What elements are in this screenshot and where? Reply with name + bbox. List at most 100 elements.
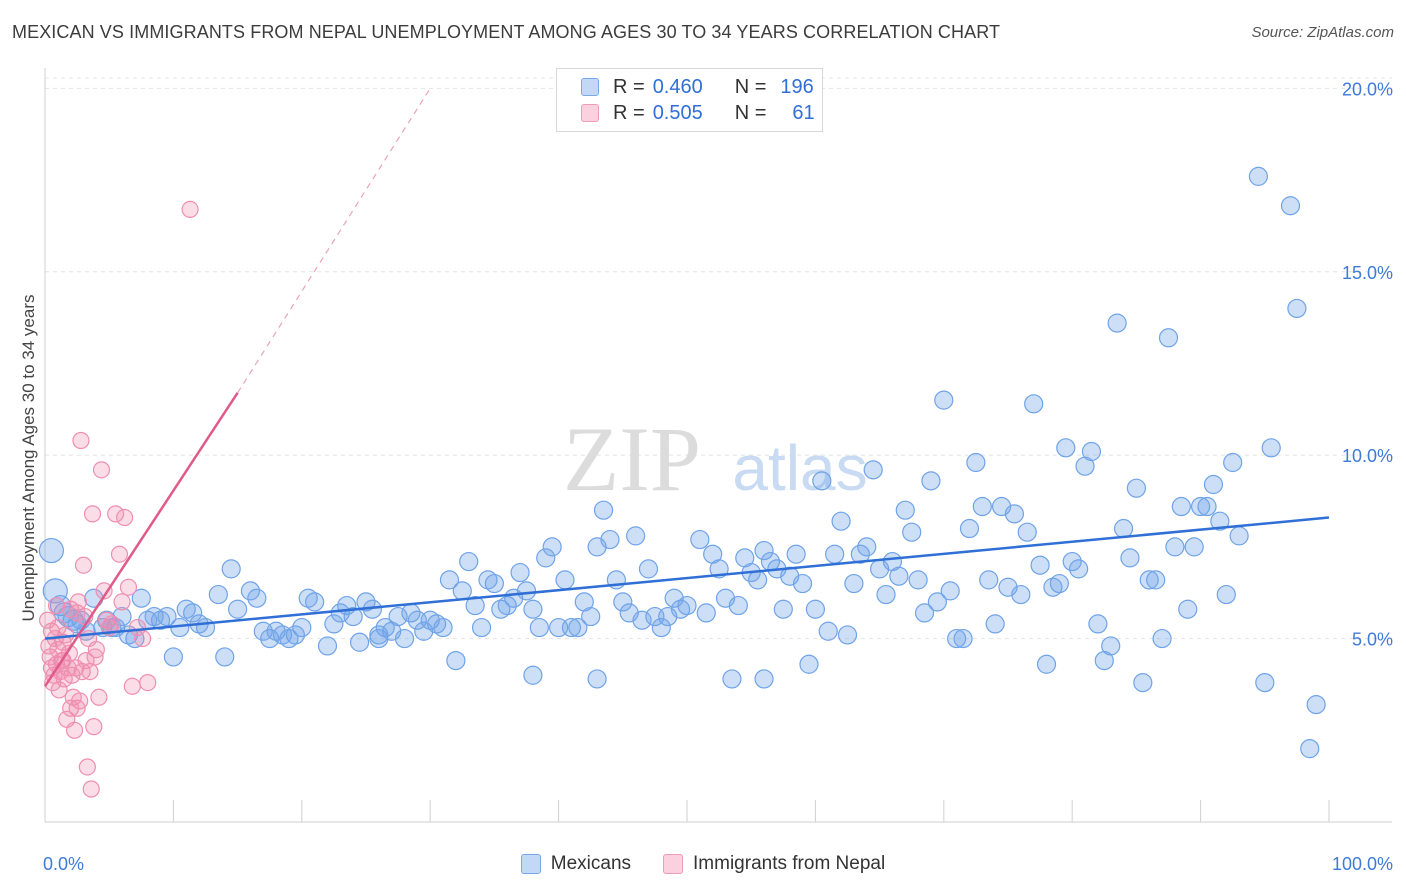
point-mexicans	[722, 669, 742, 689]
point-nepal	[133, 629, 152, 648]
point-mexicans	[452, 581, 472, 601]
x-tick-label-max: 100.0%	[1332, 854, 1393, 874]
legend-n-label: N =	[734, 101, 767, 124]
point-mexicans	[446, 650, 466, 671]
point-nepal	[87, 640, 105, 659]
point-mexicans	[484, 573, 504, 594]
point-mexicans	[985, 614, 1005, 634]
point-nepal	[68, 604, 86, 622]
point-nepal	[90, 688, 108, 706]
point-mexicans	[195, 617, 216, 638]
point-mexicans	[857, 537, 877, 557]
point-mexicans	[1287, 298, 1307, 319]
point-mexicans	[773, 599, 793, 619]
legend-row-mexicans: R = 0.460 N = 196	[581, 75, 814, 99]
watermark-atlas: atlas	[732, 432, 867, 504]
legend-swatch-pink	[581, 104, 599, 122]
point-mexicans	[1261, 438, 1281, 458]
point-mexicans	[1152, 628, 1172, 649]
series-mexicans-points	[38, 166, 1326, 759]
legend-label-mexicans: Mexicans	[550, 853, 632, 874]
point-nepal	[85, 718, 103, 736]
point-mexicans	[850, 544, 870, 564]
point-nepal	[77, 651, 95, 670]
legend-r-value-mexicans: 0.460	[652, 75, 703, 98]
point-mexicans	[927, 592, 947, 612]
point-mexicans	[176, 599, 196, 619]
point-mexicans	[208, 584, 228, 605]
point-mexicans	[1081, 441, 1102, 462]
point-mexicans	[837, 625, 858, 645]
legend-swatch-blue	[581, 78, 599, 96]
point-mexicans	[510, 562, 530, 583]
point-mexicans	[792, 573, 813, 594]
point-mexicans	[799, 654, 819, 674]
point-mexicans	[478, 570, 498, 590]
x-tick-label-min: 0.0%	[43, 854, 84, 874]
trend-line-nepal	[43, 392, 239, 687]
point-nepal	[83, 505, 102, 523]
legend-label-nepal: Immigrants from Nepal	[693, 853, 886, 874]
point-mexicans	[1004, 504, 1025, 524]
point-mexicans	[825, 544, 845, 564]
point-mexicans	[163, 647, 183, 667]
point-nepal	[123, 677, 141, 695]
point-mexicans	[228, 599, 248, 619]
point-mexicans	[349, 632, 370, 652]
point-mexicans	[324, 614, 344, 634]
point-mexicans	[1229, 526, 1249, 546]
point-nepal	[119, 578, 138, 596]
point-mexicans	[914, 603, 935, 623]
point-mexicans	[902, 522, 922, 542]
point-mexicans	[1184, 537, 1204, 557]
point-mexicans	[947, 628, 967, 649]
point-mexicans	[183, 603, 203, 623]
point-mexicans	[394, 628, 415, 649]
point-mexicans	[921, 471, 941, 491]
legend-swatch-nepal	[663, 854, 684, 874]
y-tick-label: 10.0%	[1342, 446, 1393, 466]
point-mexicans	[1255, 673, 1275, 693]
legend-r-label: R =	[613, 75, 645, 98]
point-mexicans	[260, 628, 280, 649]
point-mexicans	[1280, 196, 1301, 216]
point-mexicans	[966, 452, 986, 473]
axes	[44, 68, 1392, 823]
point-mexicans	[844, 573, 864, 594]
point-mexicans	[979, 570, 999, 590]
point-mexicans	[831, 511, 851, 531]
point-mexicans	[1043, 577, 1063, 597]
point-mexicans	[542, 537, 562, 557]
point-mexicans	[953, 628, 973, 649]
point-mexicans	[1146, 570, 1166, 590]
y-tick-label: 20.0%	[1342, 79, 1393, 99]
point-mexicans	[1017, 522, 1037, 542]
correlation-legend: R = 0.460 N = 196 R = 0.505 N = 61	[556, 68, 823, 132]
point-mexicans	[959, 518, 980, 539]
point-mexicans	[754, 540, 774, 561]
point-mexicans	[1165, 537, 1185, 557]
point-nepal	[62, 699, 80, 717]
point-nepal	[128, 618, 147, 637]
point-mexicans	[1300, 739, 1320, 759]
point-mexicans	[1011, 584, 1031, 605]
point-nepal	[116, 508, 134, 527]
point-mexicans	[626, 526, 646, 546]
point-mexicans	[1171, 496, 1191, 517]
point-mexicans	[677, 595, 697, 616]
point-mexicans	[330, 603, 350, 623]
trend-line-mexicans	[44, 516, 1330, 640]
point-mexicans	[555, 570, 575, 590]
point-mexicans	[863, 460, 883, 480]
point-nepal	[82, 780, 100, 798]
point-mexicans	[491, 599, 511, 619]
point-mexicans	[651, 617, 671, 638]
point-mexicans	[613, 592, 633, 612]
series-nepal-points	[38, 200, 199, 798]
point-mexicans	[131, 588, 151, 608]
point-nepal	[74, 556, 93, 574]
point-nepal	[71, 692, 89, 710]
point-mexicans	[581, 606, 601, 627]
legend-r-value-nepal: 0.505	[652, 101, 703, 124]
